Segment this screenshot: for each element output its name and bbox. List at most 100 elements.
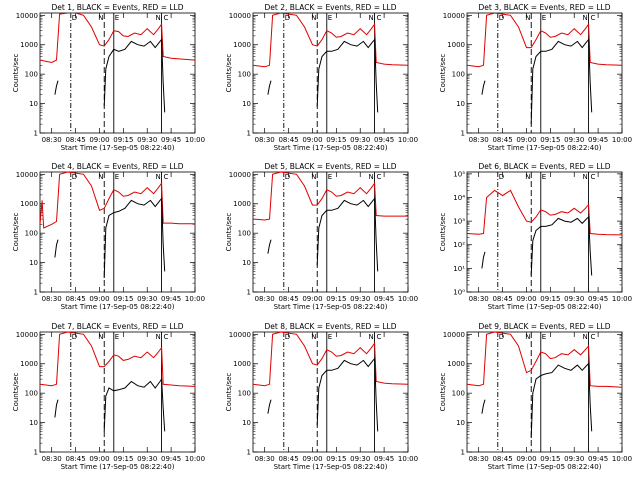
events-series-segment <box>316 197 379 272</box>
events-series <box>54 80 59 95</box>
x-tick-label: 09:00 <box>302 295 322 303</box>
x-tick-label: 10:00 <box>612 136 632 144</box>
x-tick-label: 10:00 <box>398 295 418 303</box>
panel-4: 1 10 100 1000 10000 08:30 08:45 09:00 09:15 09:30… <box>12 162 205 311</box>
marker-label: C <box>164 173 169 181</box>
x-tick-label: 08:30 <box>42 295 62 303</box>
x-tick-label: 09:00 <box>516 136 536 144</box>
x-tick-label: 09:45 <box>588 136 608 144</box>
y-tick-label: 10 <box>29 100 38 108</box>
marker-label: N <box>156 173 161 181</box>
marker-label: N <box>369 173 374 181</box>
x-tick-label: 09:45 <box>588 295 608 303</box>
series-layer <box>253 13 408 113</box>
lld-series <box>467 13 622 68</box>
series-layer <box>253 172 408 272</box>
panel-title: Det 7, BLACK = Events, RED = LLD <box>51 322 183 331</box>
panel-3: 1 10 100 1000 10000 08:30 08:45 09:00 09:15 09:30… <box>439 3 632 152</box>
events-series-segment <box>530 38 593 125</box>
y-tick-label: 10000 <box>229 12 251 20</box>
x-tick-label: 08:30 <box>42 136 62 144</box>
x-tick-label: 08:45 <box>65 295 85 303</box>
marker-label: C <box>591 173 596 181</box>
x-axis-label: Start Time (17-Sep-05 08:22:40) <box>61 303 175 311</box>
x-tick-label: 10:00 <box>398 455 418 463</box>
panel-title: Det 8, BLACK = Events, RED = LLD <box>264 322 396 331</box>
y-tick-label: 1 <box>461 130 465 138</box>
x-tick-label: 09:30 <box>137 136 157 144</box>
y-tick-label: 100 <box>25 390 38 398</box>
y-tick-label: 100 <box>238 230 251 238</box>
events-series-segment <box>316 38 379 113</box>
x-tick-label: 09:30 <box>564 455 584 463</box>
x-tick-label: 09:00 <box>89 136 109 144</box>
y-axis-label: Counts/sec <box>12 373 20 412</box>
panel-7: 1 10 100 1000 10000 08:30 08:45 09:00 09:15 09:30… <box>12 322 205 471</box>
y-tick-label: 1 <box>34 130 38 138</box>
x-tick-label: 08:30 <box>255 295 275 303</box>
marker-label: E <box>328 173 332 181</box>
y-tick-label: 1000 <box>233 360 251 368</box>
y-tick-label: 10 <box>456 419 465 427</box>
x-tick-label: 09:45 <box>374 136 394 144</box>
series-layer <box>467 332 622 439</box>
marker-label: C <box>377 173 382 181</box>
panel-2: 1 10 100 1000 10000 08:30 08:45 09:00 09:15 09:30… <box>225 3 418 152</box>
marker-label: C <box>377 333 382 341</box>
marker-label: D <box>499 14 504 22</box>
x-tick-label: 08:30 <box>255 136 275 144</box>
x-tick-label: 09:00 <box>302 136 322 144</box>
x-tick-label: 10:00 <box>185 295 205 303</box>
marker-label: D <box>285 173 290 181</box>
x-tick-label: 10:00 <box>185 455 205 463</box>
plot-frame <box>466 12 623 134</box>
lld-series <box>253 13 408 68</box>
marker-label: N <box>98 173 103 181</box>
y-tick-label: 10 <box>242 259 251 267</box>
y-tick-label: 100 <box>25 71 38 79</box>
events-series-segment <box>103 38 166 113</box>
marker-label: C <box>377 14 382 22</box>
marker-label: E <box>115 14 119 22</box>
x-axis-label: Start Time (17-Sep-05 08:22:40) <box>274 463 388 471</box>
x-tick-label: 09:45 <box>588 455 608 463</box>
marker-label: N <box>156 14 161 22</box>
marker-label: N <box>525 14 530 22</box>
x-tick-label: 09:15 <box>326 455 346 463</box>
y-tick-label: 1000 <box>20 41 38 49</box>
marker-label: N <box>369 333 374 341</box>
y-tick-label: 100 <box>238 71 251 79</box>
y-axis-label: Counts/sec <box>225 373 233 412</box>
marker-label: N <box>311 173 316 181</box>
marker-label: N <box>98 333 103 341</box>
y-tick-label: 10 <box>29 419 38 427</box>
x-axis-label: Start Time (17-Sep-05 08:22:40) <box>488 144 602 152</box>
x-tick-label: 09:00 <box>302 455 322 463</box>
y-tick-label: 1 <box>34 449 38 457</box>
marker-label: N <box>525 333 530 341</box>
x-tick-label: 08:45 <box>65 136 85 144</box>
y-tick-label: 10 <box>456 100 465 108</box>
lld-series <box>253 332 408 387</box>
y-tick-label: 1 <box>247 130 251 138</box>
x-tick-label: 08:45 <box>492 455 512 463</box>
panel-1: 1 10 100 1000 10000 08:30 08:45 09:00 09:15 09:30… <box>12 3 205 152</box>
x-tick-label: 08:45 <box>278 136 298 144</box>
panel-title: Det 1, BLACK = Events, RED = LLD <box>51 3 183 12</box>
x-axis-label: Start Time (17-Sep-05 08:22:40) <box>488 463 602 471</box>
y-tick-label: 1000 <box>447 41 465 49</box>
y-axis-label: Counts/sec <box>439 213 447 252</box>
x-tick-label: 08:45 <box>65 455 85 463</box>
x-tick-label: 09:30 <box>350 455 370 463</box>
x-tick-label: 09:15 <box>113 136 133 144</box>
marker-label: E <box>542 173 546 181</box>
y-tick-label: 1000 <box>447 360 465 368</box>
y-tick-label: 10³ <box>453 218 465 226</box>
plot-frame <box>252 12 409 134</box>
x-tick-label: 09:15 <box>540 455 560 463</box>
y-tick-label: 10000 <box>16 171 38 179</box>
y-tick-label: 100 <box>452 390 465 398</box>
plot-frame <box>252 331 409 453</box>
marker-label: N <box>583 14 588 22</box>
